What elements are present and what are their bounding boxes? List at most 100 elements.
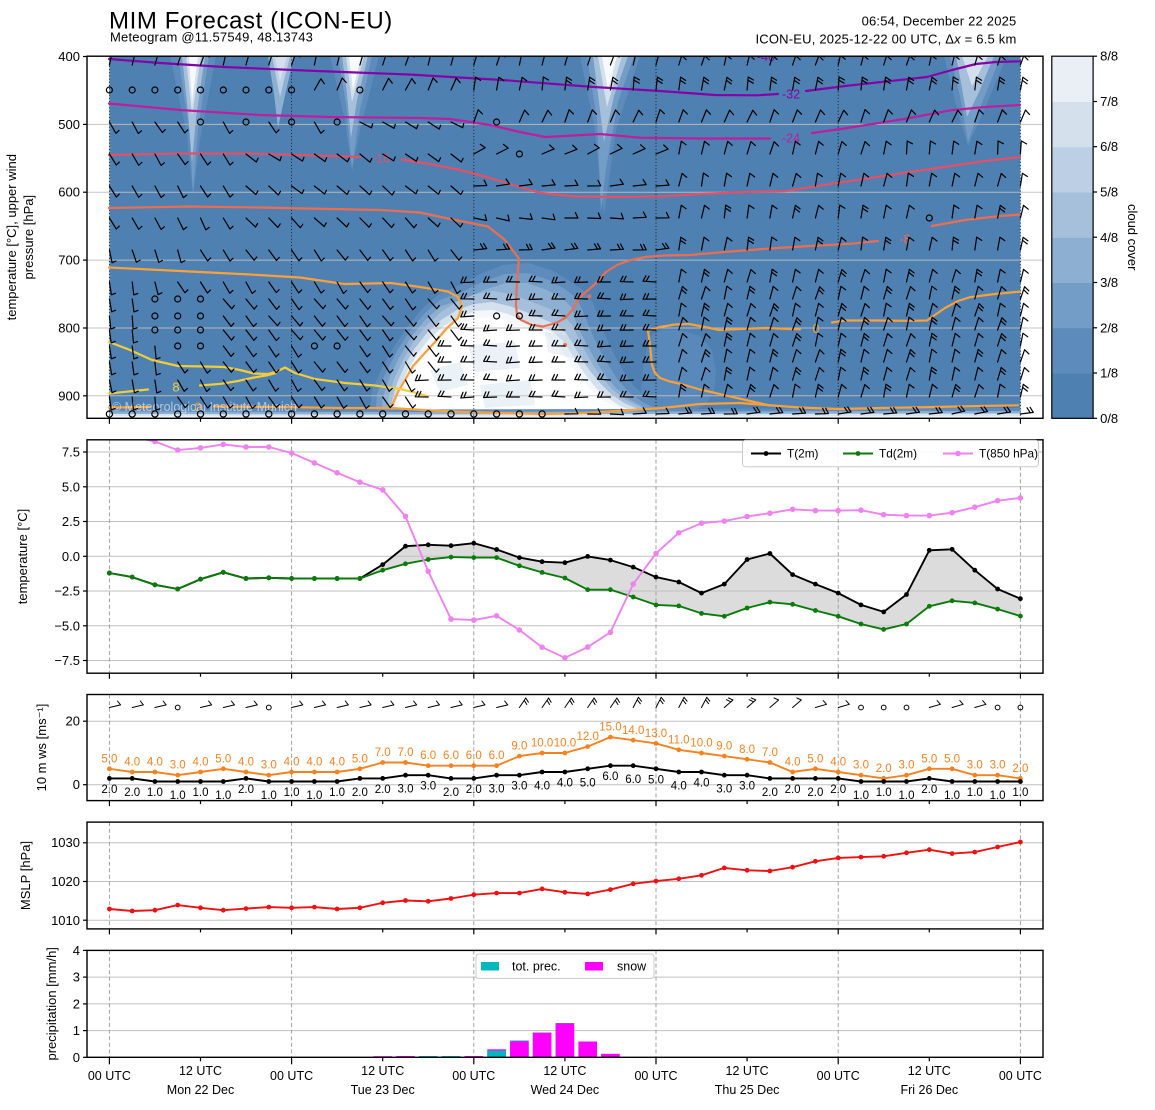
svg-text:4.0: 4.0 bbox=[306, 757, 322, 769]
svg-text:6.0: 6.0 bbox=[489, 750, 505, 762]
svg-text:14.0: 14.0 bbox=[622, 725, 644, 737]
svg-text:2.0: 2.0 bbox=[466, 784, 482, 796]
svg-text:4.0: 4.0 bbox=[671, 781, 687, 793]
svg-text:0: 0 bbox=[195, 401, 202, 415]
svg-text:11.0: 11.0 bbox=[668, 734, 690, 746]
svg-text:1.0: 1.0 bbox=[261, 790, 277, 802]
svg-text:4.0: 4.0 bbox=[830, 757, 846, 769]
svg-text:06:54, December 22 2025: 06:54, December 22 2025 bbox=[862, 14, 1017, 29]
svg-text:9.0: 9.0 bbox=[716, 741, 732, 753]
svg-text:700: 700 bbox=[58, 253, 80, 268]
svg-text:7.5: 7.5 bbox=[62, 445, 80, 460]
svg-text:3.0: 3.0 bbox=[853, 760, 869, 772]
svg-text:10.0: 10.0 bbox=[690, 738, 712, 750]
svg-text:6.0: 6.0 bbox=[466, 750, 482, 762]
svg-text:2.0: 2.0 bbox=[762, 787, 778, 799]
svg-text:−7.5: −7.5 bbox=[54, 653, 80, 668]
svg-text:1.0: 1.0 bbox=[329, 787, 345, 799]
svg-text:2.0: 2.0 bbox=[830, 784, 846, 796]
svg-text:4.0: 4.0 bbox=[238, 757, 254, 769]
svg-text:800: 800 bbox=[58, 321, 80, 336]
svg-text:10 m ws [ms⁻¹]: 10 m ws [ms⁻¹] bbox=[34, 704, 49, 792]
svg-text:temperature [°C], upper wind: temperature [°C], upper wind bbox=[4, 154, 19, 320]
svg-text:Thu 25 Dec: Thu 25 Dec bbox=[715, 1083, 780, 1097]
svg-text:1.0: 1.0 bbox=[147, 787, 163, 799]
svg-text:4.0: 4.0 bbox=[329, 757, 345, 769]
svg-text:1.0: 1.0 bbox=[876, 787, 892, 799]
svg-text:12 UTC: 12 UTC bbox=[543, 1064, 586, 1078]
svg-text:precipitation [mm/h]: precipitation [mm/h] bbox=[44, 947, 59, 1060]
svg-text:2.0: 2.0 bbox=[807, 787, 823, 799]
svg-text:6.0: 6.0 bbox=[625, 774, 641, 786]
svg-text:5.0: 5.0 bbox=[62, 479, 80, 494]
svg-text:1/8: 1/8 bbox=[1100, 366, 1118, 381]
svg-text:8/8: 8/8 bbox=[1100, 49, 1118, 64]
svg-text:8: 8 bbox=[172, 380, 179, 395]
svg-text:10.0: 10.0 bbox=[554, 738, 576, 750]
svg-text:2.0: 2.0 bbox=[238, 784, 254, 796]
svg-text:2.5: 2.5 bbox=[62, 514, 80, 529]
svg-text:00 UTC: 00 UTC bbox=[88, 1069, 131, 1083]
svg-text:3.0: 3.0 bbox=[990, 760, 1006, 772]
svg-text:© Meteorological Institute Mun: © Meteorological Institute Munich bbox=[112, 400, 297, 414]
svg-text:2.0: 2.0 bbox=[876, 763, 892, 775]
svg-text:1: 1 bbox=[73, 1023, 80, 1038]
svg-text:7/8: 7/8 bbox=[1100, 94, 1118, 109]
svg-text:600: 600 bbox=[58, 185, 80, 200]
svg-text:3.0: 3.0 bbox=[716, 784, 732, 796]
svg-text:1.0: 1.0 bbox=[193, 787, 209, 799]
svg-text:5.0: 5.0 bbox=[101, 753, 117, 765]
svg-text:1.0: 1.0 bbox=[1012, 787, 1028, 799]
svg-text:2.0: 2.0 bbox=[785, 784, 801, 796]
svg-text:ICON-EU, 2025-12-22 00 UTC, Δx: ICON-EU, 2025-12-22 00 UTC, Δx = 6.5 km bbox=[755, 32, 1016, 47]
svg-text:3.0: 3.0 bbox=[739, 781, 755, 793]
svg-text:5.0: 5.0 bbox=[648, 774, 664, 786]
svg-text:0: 0 bbox=[73, 777, 80, 792]
svg-text:3.0: 3.0 bbox=[170, 760, 186, 772]
svg-text:Wed 24 Dec: Wed 24 Dec bbox=[531, 1083, 600, 1097]
svg-text:12 UTC: 12 UTC bbox=[361, 1064, 404, 1078]
svg-text:900: 900 bbox=[58, 388, 80, 403]
svg-text:3.0: 3.0 bbox=[398, 784, 414, 796]
svg-text:6.0: 6.0 bbox=[420, 750, 436, 762]
svg-text:3.0: 3.0 bbox=[899, 760, 915, 772]
svg-text:T(850 hPa): T(850 hPa) bbox=[979, 447, 1038, 461]
svg-text:12 UTC: 12 UTC bbox=[179, 1064, 222, 1078]
svg-text:15.0: 15.0 bbox=[599, 722, 621, 734]
svg-text:MSLP [hPa]: MSLP [hPa] bbox=[18, 841, 33, 910]
svg-text:500: 500 bbox=[58, 117, 80, 132]
svg-text:2: 2 bbox=[73, 996, 80, 1011]
svg-text:9.0: 9.0 bbox=[511, 741, 527, 753]
svg-text:1.0: 1.0 bbox=[853, 790, 869, 802]
svg-text:0/8: 0/8 bbox=[1100, 411, 1118, 426]
svg-text:2.0: 2.0 bbox=[101, 784, 117, 796]
svg-text:T(2m): T(2m) bbox=[787, 447, 819, 461]
svg-text:400: 400 bbox=[58, 49, 80, 64]
svg-text:00 UTC: 00 UTC bbox=[270, 1069, 313, 1083]
svg-text:−5.0: −5.0 bbox=[54, 618, 80, 633]
svg-text:4.0: 4.0 bbox=[694, 778, 710, 790]
svg-text:5.0: 5.0 bbox=[944, 753, 960, 765]
svg-text:pressure [hPa]: pressure [hPa] bbox=[21, 195, 36, 280]
svg-text:3/8: 3/8 bbox=[1100, 275, 1118, 290]
svg-text:8.0: 8.0 bbox=[739, 744, 755, 756]
svg-text:MIM Forecast (ICON-EU): MIM Forecast (ICON-EU) bbox=[109, 8, 393, 35]
svg-text:2.0: 2.0 bbox=[921, 784, 937, 796]
svg-text:4: 4 bbox=[73, 943, 80, 958]
svg-text:3.0: 3.0 bbox=[511, 781, 527, 793]
svg-text:1.0: 1.0 bbox=[170, 790, 186, 802]
svg-text:12 UTC: 12 UTC bbox=[726, 1064, 769, 1078]
svg-text:-32: -32 bbox=[782, 88, 800, 102]
svg-text:00 UTC: 00 UTC bbox=[452, 1069, 495, 1083]
svg-text:20: 20 bbox=[66, 714, 80, 729]
svg-text:2.0: 2.0 bbox=[443, 787, 459, 799]
svg-text:3: 3 bbox=[73, 970, 80, 985]
svg-text:1.0: 1.0 bbox=[944, 790, 960, 802]
svg-text:4.0: 4.0 bbox=[534, 781, 550, 793]
svg-text:tot. prec.: tot. prec. bbox=[512, 960, 561, 974]
svg-text:4.0: 4.0 bbox=[147, 757, 163, 769]
svg-text:cloud cover: cloud cover bbox=[1125, 204, 1140, 271]
svg-text:Tue 23 Dec: Tue 23 Dec bbox=[351, 1083, 415, 1097]
svg-text:1.0: 1.0 bbox=[899, 790, 915, 802]
svg-text:3.0: 3.0 bbox=[420, 781, 436, 793]
